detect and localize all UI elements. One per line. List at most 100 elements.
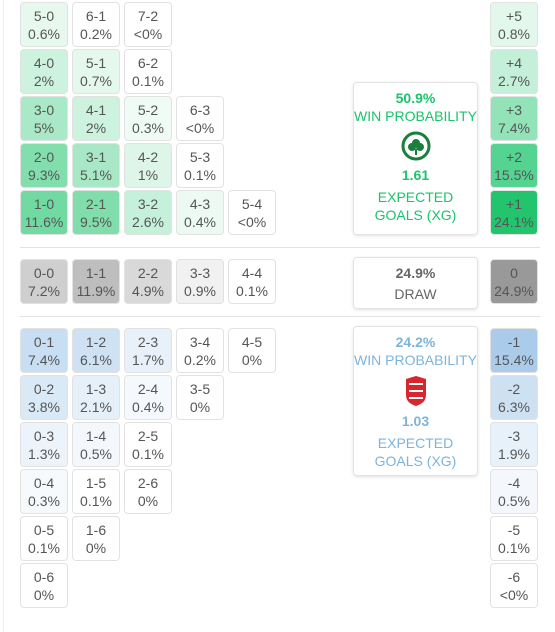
score-cell: 2-5 0.1%	[124, 422, 172, 467]
score: 6-3	[189, 102, 211, 118]
probability: 7.4%	[28, 352, 60, 368]
score-cell: 1-0 11.6%	[20, 190, 68, 235]
border	[3, 0, 4, 632]
score: 0-4	[33, 475, 55, 491]
probability: 2.7%	[498, 73, 530, 89]
score: 0-3	[33, 428, 55, 444]
score: 3-5	[189, 381, 211, 397]
probability: 9.3%	[28, 167, 60, 183]
score-cell: 0-0 7.2%	[20, 259, 68, 304]
probability: 0.1%	[28, 540, 60, 556]
score: 2-3	[137, 334, 159, 350]
score: 5-0	[33, 8, 55, 24]
score: 5-2	[137, 102, 159, 118]
probability: 1.3%	[28, 446, 60, 462]
probability: 6.1%	[80, 352, 112, 368]
score: -2	[507, 381, 521, 397]
score: +2	[506, 149, 522, 165]
probability: 0.1%	[184, 167, 216, 183]
score: -1	[507, 334, 521, 350]
score: 1-3	[85, 381, 107, 397]
score-cell: 1-5 0.1%	[72, 469, 120, 514]
score-cell: +2 15.5%	[490, 143, 538, 188]
score-cell: -1 15.4%	[490, 328, 538, 373]
score-cell: 7-2 <0%	[124, 2, 172, 47]
probability: 0.3%	[132, 120, 164, 136]
score: 1-2	[85, 334, 107, 350]
score: +5	[506, 8, 522, 24]
score: 0-5	[33, 522, 55, 538]
score: 1-1	[85, 265, 107, 281]
probability: 1.7%	[132, 352, 164, 368]
score: 5-4	[241, 196, 263, 212]
score-cell: 0-2 3.8%	[20, 375, 68, 420]
score-cell: 3-0 5%	[20, 96, 68, 141]
score-cell: 2-0 9.3%	[20, 143, 68, 188]
probability: 0.1%	[236, 283, 268, 299]
probability: 15.4%	[494, 352, 534, 368]
score: -4	[507, 475, 521, 491]
score-cell: 5-1 0.7%	[72, 49, 120, 94]
score-cell: 4-3 0.4%	[176, 190, 224, 235]
score-cell: 1-3 2.1%	[72, 375, 120, 420]
score: -5	[507, 522, 521, 538]
score: 0-2	[33, 381, 55, 397]
score: 4-1	[85, 102, 107, 118]
score-cell: -3 1.9%	[490, 422, 538, 467]
probability: 4.9%	[132, 283, 164, 299]
score-cell: 1-1 11.9%	[72, 259, 120, 304]
probability: 11.9%	[76, 283, 116, 299]
score-cell: 6-1 0.2%	[72, 2, 120, 47]
score-cell: 2-6 0%	[124, 469, 172, 514]
score: 7-2	[137, 8, 159, 24]
score-cell: 3-4 0.2%	[176, 328, 224, 373]
probability: 0.7%	[80, 73, 112, 89]
score: -6	[507, 569, 521, 585]
probability: 0.5%	[80, 446, 112, 462]
xg: 1.61	[401, 167, 430, 183]
probability: 6.3%	[498, 399, 530, 415]
probability: 1.9%	[498, 446, 530, 462]
draw-info: 24.9% DRAW	[353, 257, 478, 309]
probability: 0%	[137, 493, 159, 509]
score: 0-0	[33, 265, 55, 281]
away-logo	[405, 376, 426, 406]
score-cell: -6 <0%	[490, 563, 538, 608]
probability: 0%	[33, 587, 55, 603]
score: -3	[507, 428, 521, 444]
label: WIN PROBABILITY	[354, 108, 477, 124]
probability: 0.1%	[80, 493, 112, 509]
divider	[20, 316, 540, 317]
score: 1-6	[85, 522, 107, 538]
score: 6-1	[85, 8, 107, 24]
xg-label: EXPECTED GOALS (XG)	[374, 435, 457, 469]
score: 1-0	[33, 196, 55, 212]
probability: 0.1%	[132, 446, 164, 462]
score-cell: -5 0.1%	[490, 516, 538, 561]
probability: 0.3%	[28, 493, 60, 509]
xg-label: EXPECTED GOALS (XG)	[374, 189, 457, 223]
probability: 11.6%	[24, 214, 64, 230]
score-cell: 2-3 1.7%	[124, 328, 172, 373]
score-cell: 0-4 0.3%	[20, 469, 68, 514]
probability: 0.6%	[28, 26, 60, 42]
score-cell: 5-2 0.3%	[124, 96, 172, 141]
score-cell: 1-6 0%	[72, 516, 120, 561]
probability: 0.1%	[498, 540, 530, 556]
score-cell: 2-1 9.5%	[72, 190, 120, 235]
score-cell: 1-4 0.5%	[72, 422, 120, 467]
probability: 2.6%	[132, 214, 164, 230]
score: 4-0	[33, 55, 55, 71]
score-cell: 3-2 2.6%	[124, 190, 172, 235]
score-cell: 2-2 4.9%	[124, 259, 172, 304]
score: +4	[506, 55, 522, 71]
score: 4-2	[137, 149, 159, 165]
score: 3-1	[85, 149, 107, 165]
score: 6-2	[137, 55, 159, 71]
probability: 0.4%	[184, 214, 216, 230]
score-cell: 6-3 <0%	[176, 96, 224, 141]
score-cell: 5-0 0.6%	[20, 2, 68, 47]
score-cell: +1 24.1%	[490, 190, 538, 235]
score-cell: -2 6.3%	[490, 375, 538, 420]
score-cell: 6-2 0.1%	[124, 49, 172, 94]
